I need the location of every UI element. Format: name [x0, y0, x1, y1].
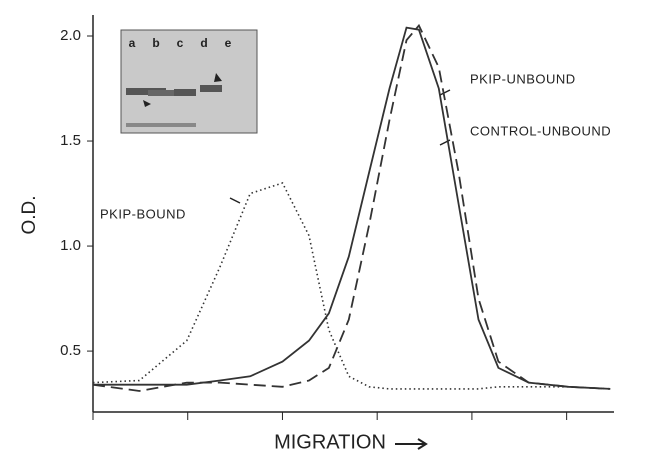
annotation: PKIP-UNBOUND: [470, 71, 576, 86]
gel-band: [200, 85, 222, 92]
gel-band: [126, 123, 196, 127]
inset-lane-label: e: [225, 36, 232, 50]
inset-lane-label: d: [200, 36, 207, 50]
annotation: CONTROL-UNBOUND: [470, 123, 611, 138]
x-label-arrow: [395, 438, 428, 450]
gel-band: [174, 89, 196, 96]
inset-lane-label: c: [177, 36, 184, 50]
gel-frame: [120, 29, 258, 134]
inset-gel: [120, 29, 258, 134]
gel-band: [148, 90, 178, 96]
series-line: [92, 182, 611, 390]
x-axis-label: MIGRATION: [274, 431, 386, 453]
annotation-arrows: [229, 89, 451, 204]
inset-lane-label: b: [152, 36, 159, 50]
series-line: [93, 26, 611, 390]
y-tick-label: 1.5: [60, 132, 81, 149]
y-axis-label: O.D.: [19, 195, 40, 234]
y-tick-label: 2.0: [60, 27, 81, 44]
inset-lane-label: a: [129, 36, 136, 50]
gel-band: [126, 88, 166, 95]
series-line: [92, 23, 611, 392]
y-tick-label: 1.0: [60, 237, 81, 254]
annotation: PKIP-BOUND: [100, 206, 186, 221]
y-tick-label: 0.5: [60, 342, 81, 359]
